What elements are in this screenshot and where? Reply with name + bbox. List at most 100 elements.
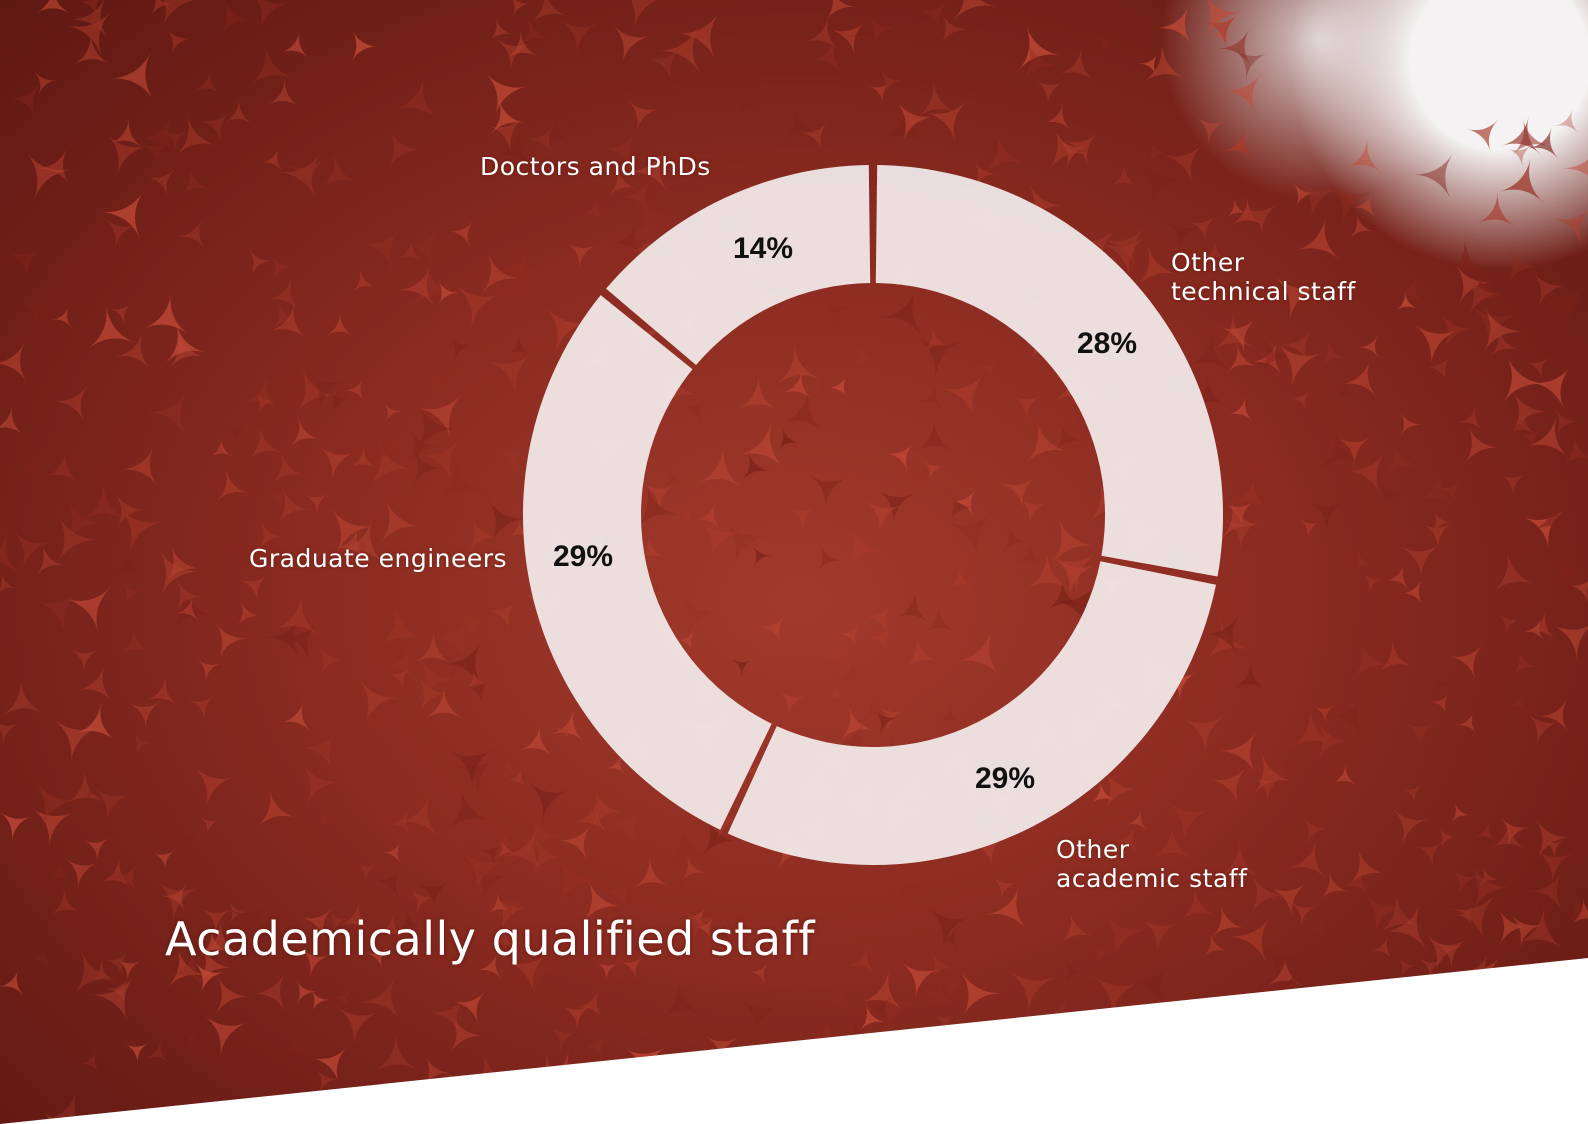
seed	[0, 572, 18, 592]
donut-slice-other-academic-staff	[727, 561, 1216, 866]
seed	[834, 657, 865, 688]
seed	[339, 519, 384, 564]
seed	[448, 336, 474, 363]
seed	[927, 981, 956, 1008]
seed	[1047, 998, 1069, 1023]
seed	[737, 374, 779, 411]
seed	[35, 0, 70, 14]
seed	[1025, 550, 1070, 590]
seed	[618, 178, 651, 215]
seed	[1250, 341, 1283, 376]
seed	[894, 590, 929, 623]
seed	[453, 991, 486, 1025]
seed	[1422, 523, 1452, 549]
seed	[365, 704, 395, 732]
seed	[1202, 932, 1228, 957]
seed	[1567, 581, 1588, 602]
seed	[175, 115, 217, 156]
seed	[26, 152, 71, 200]
seed	[915, 336, 963, 379]
seed	[104, 217, 138, 250]
seed	[1202, 238, 1228, 261]
seed	[847, 0, 882, 31]
seed	[882, 104, 926, 145]
seed	[381, 645, 416, 683]
seed	[486, 352, 533, 397]
seed	[1021, 40, 1061, 82]
seed	[174, 596, 200, 622]
seed	[575, 989, 604, 1019]
seed	[561, 1004, 592, 1031]
seed	[315, 811, 337, 832]
seed	[1332, 378, 1358, 401]
seed	[1261, 754, 1290, 783]
seed	[1293, 182, 1317, 208]
seed	[859, 1004, 886, 1031]
seed	[99, 856, 133, 888]
seed	[915, 417, 954, 452]
seed	[1378, 892, 1424, 935]
seed	[500, 827, 545, 874]
seed	[486, 117, 524, 153]
seed	[1268, 882, 1308, 919]
seed	[758, 615, 786, 644]
seed	[263, 615, 301, 659]
seed	[167, 948, 206, 987]
seed	[947, 565, 974, 590]
seed	[311, 1047, 347, 1083]
seed	[1189, 373, 1229, 409]
seed	[1500, 817, 1530, 848]
seed	[199, 816, 221, 836]
seed	[448, 220, 474, 248]
seed	[879, 289, 923, 337]
seed	[808, 38, 842, 73]
seed	[507, 517, 532, 538]
seed	[1482, 306, 1524, 354]
seed	[417, 438, 461, 484]
seed	[387, 666, 411, 690]
seed	[1451, 802, 1471, 823]
seed	[397, 238, 423, 262]
seed	[1490, 818, 1526, 850]
seed	[1188, 332, 1230, 371]
seed	[118, 625, 152, 656]
seed	[1382, 902, 1428, 951]
seed	[356, 862, 378, 883]
seed	[165, 545, 201, 584]
seed	[1561, 159, 1588, 176]
seed	[1508, 410, 1536, 435]
seed	[6, 247, 44, 281]
seed	[1524, 609, 1556, 640]
seed	[701, 817, 739, 858]
seed	[600, 877, 634, 913]
seed	[1363, 892, 1406, 936]
seed	[605, 806, 642, 847]
seed	[30, 944, 53, 966]
seed	[1476, 192, 1515, 227]
seed	[1027, 183, 1064, 225]
seed	[269, 302, 307, 340]
seed	[34, 71, 58, 96]
seed	[961, 971, 1002, 1017]
seed	[295, 980, 318, 1005]
label-doctors: Doctors and PhDs	[480, 152, 711, 181]
seed	[1179, 886, 1217, 921]
seed	[381, 842, 402, 864]
seed	[65, 587, 111, 633]
seed	[343, 378, 365, 402]
seed	[612, 24, 651, 64]
seed	[442, 641, 482, 687]
seed	[1538, 698, 1569, 733]
seed	[83, 837, 110, 862]
seed	[748, 963, 769, 985]
seed	[1260, 527, 1290, 560]
seed	[1549, 552, 1588, 595]
seed	[717, 912, 759, 956]
seed	[830, 21, 866, 57]
seed	[627, 99, 660, 133]
value-other-technical: 28%	[1077, 327, 1138, 360]
seed	[786, 505, 818, 533]
seed	[605, 754, 626, 775]
seed	[1425, 933, 1465, 973]
seed	[460, 851, 507, 896]
